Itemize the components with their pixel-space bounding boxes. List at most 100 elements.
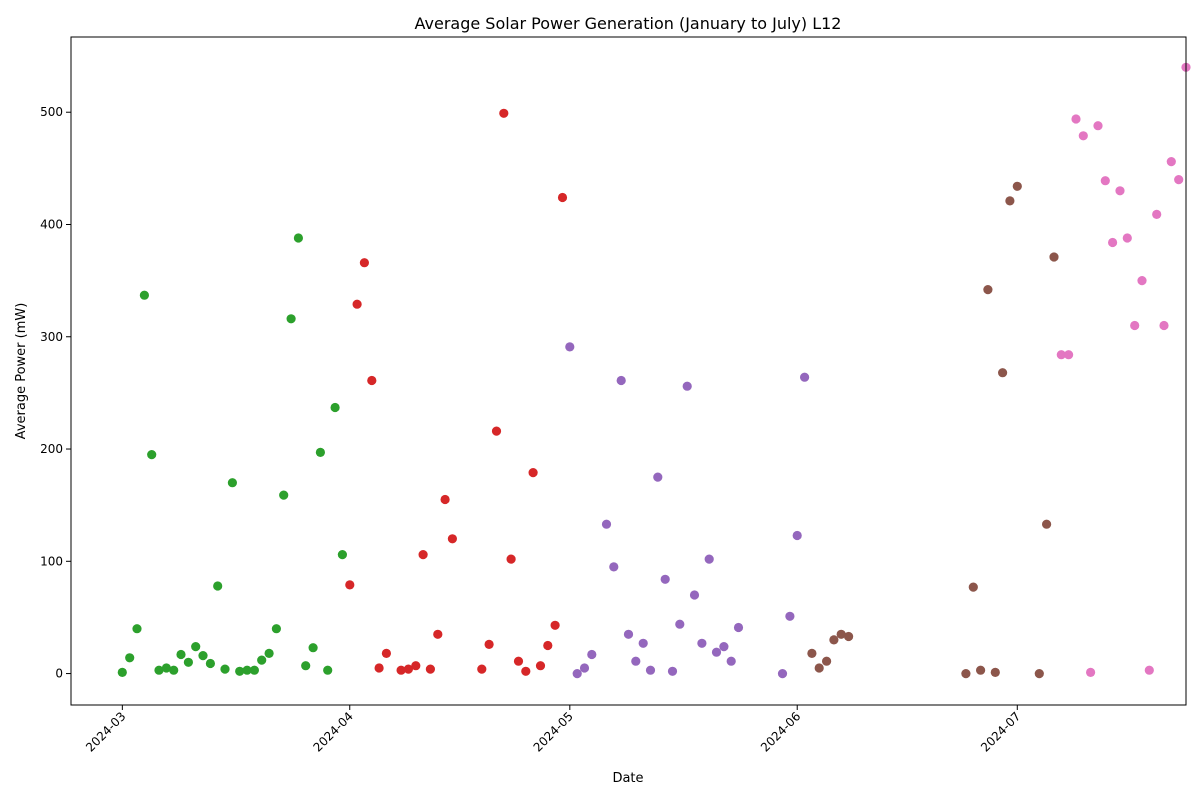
data-point	[667, 666, 678, 676]
data-point	[535, 661, 546, 671]
data-point	[1115, 186, 1125, 196]
data-point	[616, 375, 626, 386]
data-point	[418, 550, 428, 560]
data-point	[983, 285, 993, 295]
data-point	[447, 534, 457, 544]
y-tick-label: 100	[40, 554, 63, 568]
data-point	[213, 581, 223, 591]
data-point	[242, 665, 252, 675]
data-point	[293, 233, 303, 243]
data-point	[1130, 320, 1140, 331]
data-point	[499, 108, 509, 118]
data-point	[301, 661, 311, 671]
x-tick-label: 2024-06	[758, 709, 803, 754]
data-point	[1108, 237, 1118, 248]
data-point	[1005, 196, 1015, 206]
data-point	[623, 629, 634, 639]
plot-area-frame	[70, 36, 1187, 706]
data-point	[579, 663, 590, 673]
data-point	[1144, 665, 1154, 675]
y-axis-label: Average Power (mW)	[14, 303, 29, 440]
data-point	[381, 648, 391, 659]
data-point	[227, 478, 237, 488]
data-point	[550, 620, 560, 630]
data-point	[506, 554, 516, 564]
data-point	[565, 342, 575, 352]
data-point	[1137, 276, 1147, 286]
chart-title: Average Solar Power Generation (January …	[415, 14, 842, 33]
data-point	[477, 664, 487, 674]
data-point	[631, 656, 641, 666]
data-point	[191, 642, 201, 652]
data-point	[814, 663, 824, 673]
data-point	[139, 290, 149, 300]
data-point	[205, 658, 215, 669]
data-point	[653, 472, 663, 482]
data-point	[286, 314, 296, 324]
y-tick-label: 500	[40, 105, 63, 119]
data-point	[440, 494, 450, 505]
data-point	[176, 649, 186, 660]
data-point	[352, 299, 362, 309]
data-point	[1064, 350, 1074, 360]
data-point	[1056, 350, 1066, 360]
data-point	[125, 653, 135, 663]
data-point	[359, 258, 369, 268]
data-point	[528, 468, 538, 478]
data-point	[154, 665, 164, 675]
data-point	[704, 554, 714, 564]
data-point	[1174, 175, 1184, 185]
data-point	[1086, 667, 1096, 678]
data-point	[675, 619, 685, 629]
data-point	[1042, 519, 1052, 529]
data-point	[513, 656, 524, 666]
data-point	[976, 665, 986, 675]
data-point	[235, 666, 245, 676]
data-point	[792, 530, 802, 541]
data-points	[117, 62, 1191, 679]
x-tick-label: 2024-04	[311, 709, 356, 754]
data-point	[396, 665, 406, 675]
data-point	[990, 667, 1000, 678]
data-point	[491, 426, 502, 436]
data-point	[1159, 320, 1169, 331]
data-point	[403, 664, 413, 674]
data-point	[279, 490, 289, 500]
data-point	[836, 629, 846, 639]
data-point	[800, 372, 810, 382]
x-tick-label: 2024-05	[531, 709, 576, 754]
data-point	[543, 640, 553, 651]
data-point	[249, 665, 259, 675]
data-point	[147, 450, 157, 460]
data-point	[785, 611, 795, 621]
data-point	[484, 639, 494, 650]
data-point	[161, 663, 171, 673]
data-point	[257, 655, 267, 665]
data-point	[777, 669, 788, 679]
data-point	[411, 661, 421, 671]
y-tick-label: 300	[40, 330, 63, 344]
data-point	[521, 666, 531, 676]
data-point	[587, 649, 597, 660]
data-point	[733, 622, 744, 633]
data-point	[682, 381, 692, 391]
data-point	[998, 368, 1008, 378]
data-point	[169, 665, 179, 675]
data-point	[807, 648, 817, 659]
data-point	[367, 375, 377, 386]
x-tick-label: 2024-07	[978, 709, 1023, 754]
data-point	[961, 669, 971, 679]
data-point	[1166, 157, 1176, 167]
data-point	[345, 580, 355, 590]
data-point	[572, 669, 582, 679]
data-point	[1122, 233, 1132, 243]
data-point	[1100, 176, 1110, 186]
data-point	[697, 638, 707, 648]
data-point	[315, 447, 325, 457]
data-point	[557, 192, 568, 203]
data-point	[638, 638, 648, 648]
data-point	[323, 665, 333, 675]
data-point	[1078, 131, 1088, 141]
x-axis-label: Date	[612, 771, 643, 786]
y-tick-label: 200	[40, 442, 63, 456]
